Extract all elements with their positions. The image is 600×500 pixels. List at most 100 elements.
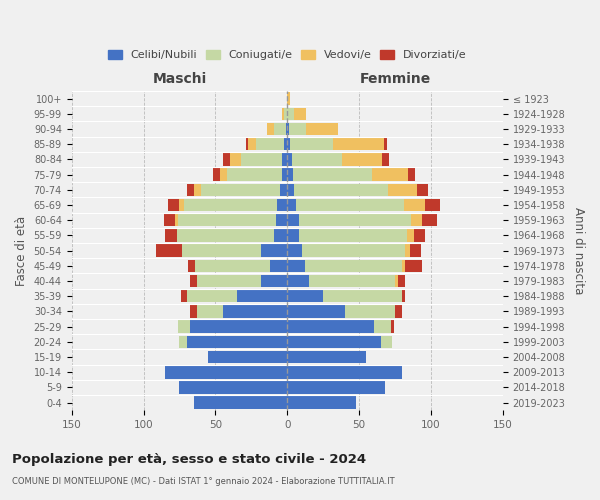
Bar [194, 396, 287, 409]
Bar [299, 214, 411, 226]
Bar [295, 108, 306, 120]
Bar [188, 260, 195, 272]
Bar [296, 199, 404, 211]
Bar [295, 184, 388, 196]
Bar [403, 290, 405, 302]
Bar [374, 320, 391, 333]
Bar [287, 381, 385, 394]
Bar [287, 138, 290, 150]
Bar [281, 153, 287, 166]
Bar [230, 153, 241, 166]
Bar [179, 199, 184, 211]
Bar [187, 290, 237, 302]
Bar [187, 336, 287, 348]
Bar [287, 366, 403, 378]
Bar [422, 214, 437, 226]
Bar [407, 229, 414, 241]
Bar [181, 290, 187, 302]
Bar [391, 320, 394, 333]
Bar [277, 199, 287, 211]
Bar [287, 275, 309, 287]
Bar [187, 184, 194, 196]
Bar [194, 184, 201, 196]
Bar [287, 260, 305, 272]
Bar [287, 229, 299, 241]
Bar [178, 214, 276, 226]
Bar [287, 184, 295, 196]
Bar [382, 153, 389, 166]
Legend: Celibi/Nubili, Coniugati/e, Vedovi/e, Divorziati/e: Celibi/Nubili, Coniugati/e, Vedovi/e, Di… [104, 46, 470, 65]
Text: Femmine: Femmine [359, 72, 431, 86]
Bar [323, 290, 403, 302]
Bar [281, 108, 284, 120]
Bar [190, 305, 197, 318]
Bar [299, 229, 407, 241]
Bar [190, 320, 287, 333]
Bar [405, 260, 422, 272]
Bar [201, 184, 280, 196]
Bar [179, 381, 287, 394]
Bar [182, 244, 262, 257]
Bar [345, 305, 395, 318]
Bar [305, 260, 403, 272]
Bar [292, 153, 342, 166]
Bar [284, 138, 287, 150]
Bar [179, 336, 187, 348]
Bar [309, 275, 395, 287]
Bar [227, 168, 281, 181]
Bar [287, 199, 296, 211]
Bar [245, 138, 248, 150]
Bar [287, 336, 381, 348]
Bar [287, 320, 374, 333]
Bar [287, 168, 293, 181]
Bar [280, 184, 287, 196]
Bar [425, 199, 440, 211]
Bar [164, 214, 175, 226]
Bar [395, 305, 403, 318]
Text: Popolazione per età, sesso e stato civile - 2024: Popolazione per età, sesso e stato civil… [12, 452, 366, 466]
Bar [178, 320, 190, 333]
Bar [287, 108, 295, 120]
Bar [165, 366, 287, 378]
Bar [411, 214, 422, 226]
Bar [395, 275, 398, 287]
Bar [287, 244, 302, 257]
Bar [223, 153, 230, 166]
Bar [197, 305, 223, 318]
Bar [267, 123, 274, 136]
Bar [302, 244, 405, 257]
Bar [287, 290, 323, 302]
Bar [281, 168, 287, 181]
Bar [212, 168, 220, 181]
Bar [306, 123, 338, 136]
Bar [381, 336, 392, 348]
Bar [286, 123, 287, 136]
Bar [274, 123, 286, 136]
Bar [208, 351, 287, 364]
Bar [276, 214, 287, 226]
Bar [262, 275, 287, 287]
Text: COMUNE DI MONTELUPONE (MC) - Dati ISTAT 1° gennaio 2024 - Elaborazione TUTTITALI: COMUNE DI MONTELUPONE (MC) - Dati ISTAT … [12, 478, 395, 486]
Bar [168, 199, 179, 211]
Bar [195, 260, 270, 272]
Y-axis label: Anni di nascita: Anni di nascita [572, 207, 585, 294]
Bar [383, 138, 386, 150]
Bar [165, 229, 176, 241]
Bar [157, 244, 182, 257]
Bar [290, 138, 334, 150]
Bar [256, 138, 284, 150]
Bar [404, 199, 425, 211]
Bar [342, 153, 382, 166]
Bar [241, 153, 281, 166]
Bar [416, 184, 428, 196]
Bar [388, 184, 416, 196]
Bar [287, 305, 345, 318]
Bar [405, 244, 410, 257]
Bar [293, 168, 372, 181]
Bar [334, 138, 383, 150]
Bar [176, 229, 274, 241]
Bar [237, 290, 287, 302]
Bar [270, 260, 287, 272]
Bar [284, 108, 287, 120]
Bar [184, 199, 277, 211]
